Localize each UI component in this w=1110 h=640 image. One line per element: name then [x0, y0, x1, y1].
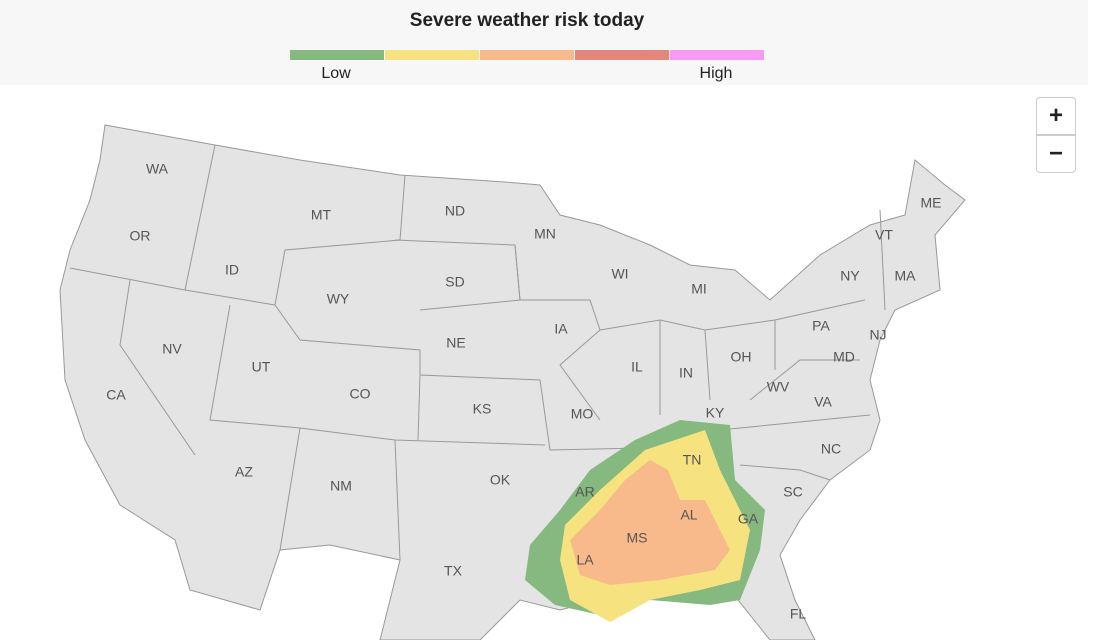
state-label: IA [554, 321, 568, 337]
risk-areas [525, 420, 765, 622]
state-label: NY [840, 268, 860, 284]
risk-slight [570, 460, 730, 585]
state-label: SD [445, 274, 464, 290]
state-label: CO [350, 386, 371, 402]
state-label: VT [875, 227, 893, 243]
legend-swatch [480, 50, 574, 60]
state-label: MS [627, 530, 648, 546]
state-labels: WA OR CA ID NV MT WY UT AZ CO NM ND SD N… [106, 161, 941, 622]
state-label: MN [534, 226, 556, 242]
state-label: AL [680, 507, 697, 523]
state-label: NE [446, 335, 465, 351]
state-label: TN [683, 452, 702, 468]
zoom-out[interactable]: − [1036, 135, 1076, 173]
legend-swatch [290, 50, 384, 60]
state-label: MT [311, 207, 332, 223]
state-label: AZ [235, 464, 253, 480]
state-label: KY [706, 405, 725, 421]
state-label: OK [490, 472, 511, 488]
state-label: WV [767, 379, 790, 395]
state-label: SC [783, 484, 802, 500]
title: Severe weather risk today [409, 10, 645, 31]
state-label: MI [691, 281, 707, 297]
header: Severe weather risk today Low High [0, 0, 1088, 85]
state-label: FL [790, 606, 807, 622]
state-label: LA [576, 552, 594, 568]
state-label: NC [821, 441, 841, 457]
legend-swatch [575, 50, 669, 60]
legend-swatch [670, 50, 764, 60]
zoom-in[interactable]: + [1036, 97, 1076, 135]
legend-swatch [385, 50, 479, 60]
state-label: KS [473, 401, 492, 417]
state-label: MA [895, 268, 917, 284]
legend: Low High [290, 50, 764, 82]
state-label: NM [330, 478, 352, 494]
state-label: IL [631, 359, 643, 375]
legend-high: High [700, 65, 733, 82]
state-label: MD [833, 349, 855, 365]
legend-low: Low [321, 65, 351, 82]
state-label: ME [921, 195, 942, 211]
state-label: WA [146, 161, 169, 177]
state-label: OR [130, 228, 151, 244]
state-label: MO [571, 406, 594, 422]
state-label: NV [162, 341, 182, 357]
state-label: ID [225, 262, 239, 278]
state-label: VA [814, 394, 832, 410]
state-label: PA [812, 318, 830, 334]
state-label: WI [611, 266, 628, 282]
state-label: IN [679, 365, 693, 381]
state-label: UT [252, 359, 271, 375]
state-label: CA [106, 387, 126, 403]
state-label: ND [445, 203, 465, 219]
state-label: WY [327, 291, 350, 307]
state-label: AR [575, 484, 594, 500]
state-label: TX [444, 563, 463, 579]
state-label: GA [738, 511, 759, 527]
us-outline [59, 124, 966, 640]
state-label: NJ [869, 327, 886, 343]
state-label: OH [731, 349, 752, 365]
